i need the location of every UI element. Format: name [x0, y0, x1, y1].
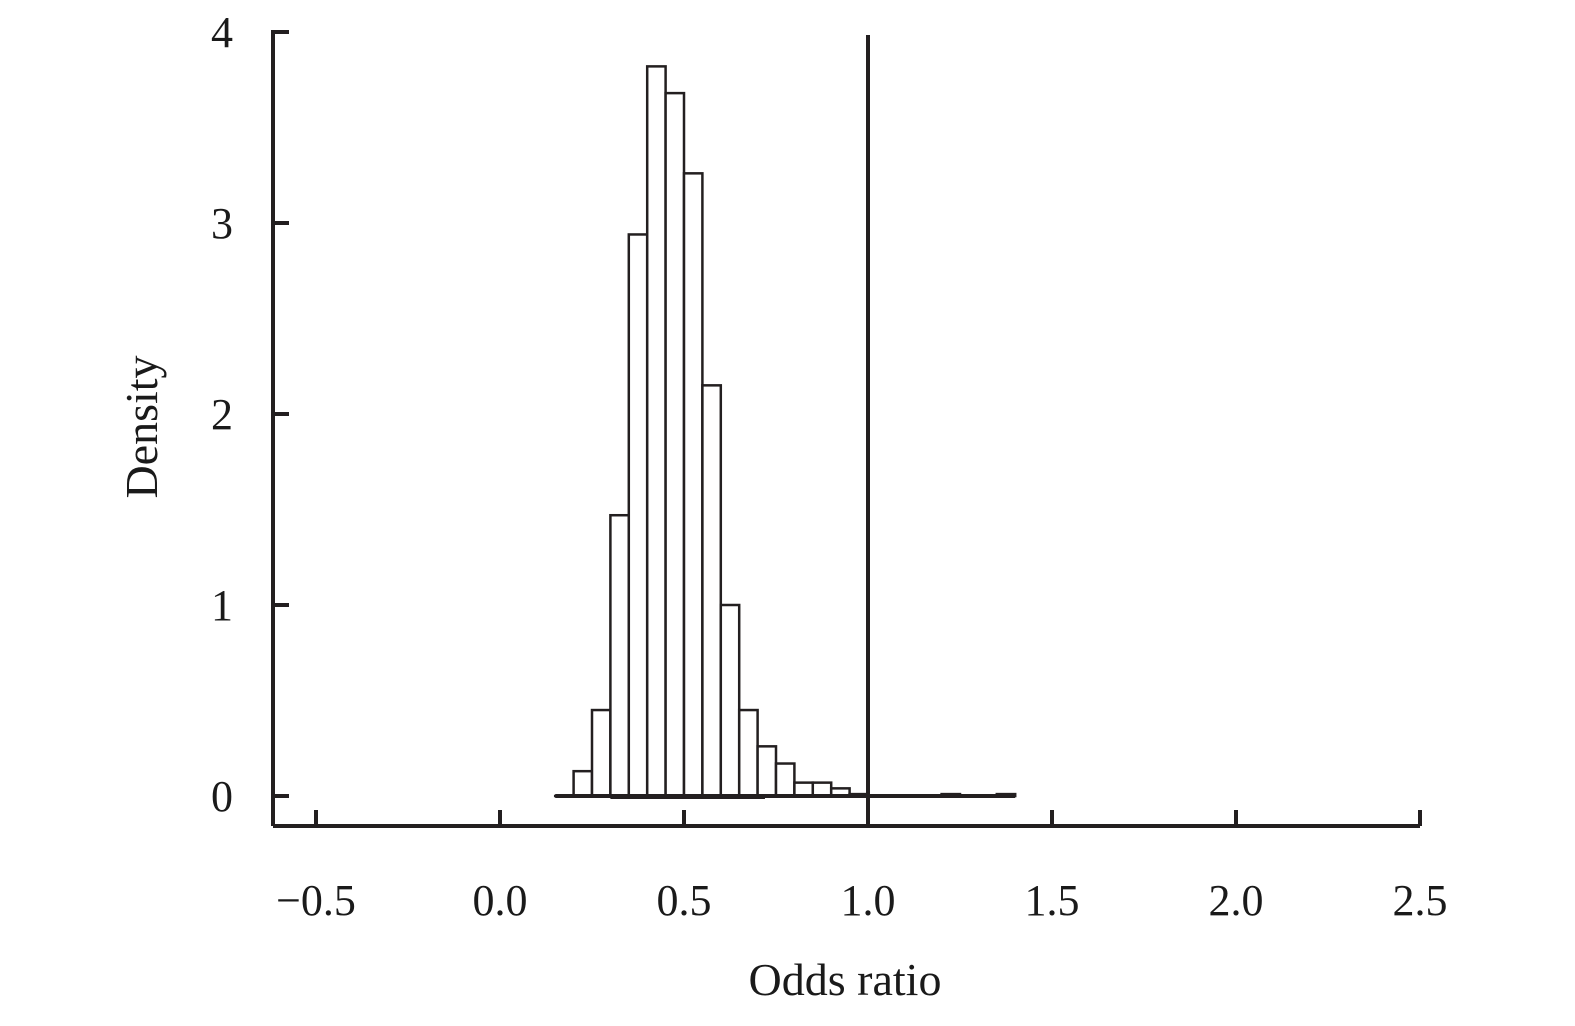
- histogram-bar: [682, 172, 704, 798]
- x-tick-label: 1.0: [841, 876, 896, 925]
- histogram-bar: [774, 762, 796, 798]
- x-tick-label: 1.5: [1025, 876, 1080, 925]
- x-tick-label: 2.0: [1209, 876, 1264, 925]
- histogram-bar: [701, 384, 723, 798]
- x-tick-label: 0.5: [657, 876, 712, 925]
- x-tick-label: −0.5: [276, 876, 356, 925]
- y-tick-label: 0: [211, 772, 233, 821]
- x-tick-label: 2.5: [1393, 876, 1448, 925]
- histogram-bar: [719, 603, 741, 798]
- x-tick-label: 0.0: [473, 876, 528, 925]
- y-axis-title: Density: [116, 355, 167, 498]
- histogram-bar: [664, 91, 686, 798]
- histogram-bar: [627, 233, 649, 798]
- histogram-bar: [590, 708, 612, 798]
- histogram-bar: [793, 781, 815, 798]
- axes: [271, 30, 1420, 828]
- y-tick-label: 3: [211, 199, 233, 248]
- y-axis-ticks: 0 1 2 3 4: [211, 8, 289, 821]
- histogram-bar: [572, 769, 594, 798]
- histogram-bar: [737, 708, 759, 798]
- y-tick-label: 4: [211, 8, 233, 57]
- histogram-bar: [645, 65, 667, 798]
- y-tick-label: 2: [211, 390, 233, 439]
- histogram-bar: [609, 513, 631, 798]
- histogram-bar: [756, 745, 778, 798]
- x-axis-title: Odds ratio: [749, 954, 942, 1005]
- x-axis-ticks: −0.5 0.0 0.5 1.0 1.5 2.0 2.5: [276, 810, 1448, 925]
- histogram-bar: [811, 781, 833, 798]
- y-tick-label: 1: [211, 581, 233, 630]
- histogram-bars: [553, 65, 1017, 798]
